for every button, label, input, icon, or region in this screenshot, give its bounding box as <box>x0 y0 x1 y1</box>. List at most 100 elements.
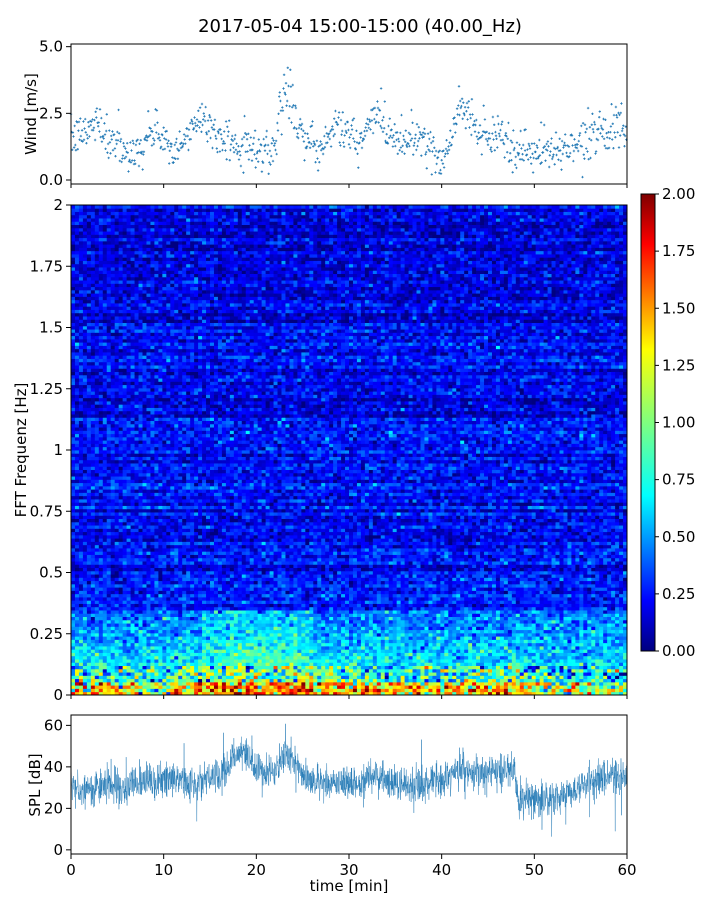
spectrogram-cell <box>269 613 274 617</box>
spectrogram-cell <box>321 668 326 673</box>
spectrogram-cell <box>305 632 310 637</box>
spectrogram-cell <box>599 675 604 680</box>
spectrogram-cell <box>313 649 318 653</box>
spectrogram-cell <box>170 639 175 644</box>
spectrogram-cell <box>495 629 501 634</box>
spectrogram-cell <box>372 678 378 683</box>
spectrogram-cell <box>539 639 544 644</box>
spectrogram-cell <box>519 646 525 650</box>
spectrogram-cell <box>333 587 338 591</box>
spectrogram-cell <box>567 688 572 693</box>
spectrogram-cell <box>213 616 219 621</box>
spectrogram-cell <box>392 685 398 689</box>
spectrogram-cell <box>551 626 556 631</box>
spectrogram-cell <box>587 623 592 627</box>
spectrogram-cell <box>507 649 513 653</box>
spectrogram-cell <box>583 629 588 634</box>
spectrogram-cell <box>404 646 409 650</box>
spectrogram-cell <box>150 688 155 693</box>
spectrogram-cell <box>452 655 457 660</box>
spectrogram-cell <box>297 619 302 624</box>
spectrogram-cell <box>265 649 270 653</box>
spectrogram-cell <box>380 613 386 617</box>
spectrogram-cell <box>114 616 120 621</box>
spectrogram-cell <box>372 685 378 689</box>
spectrogram-cell <box>106 583 112 588</box>
spectrogram-cell <box>154 577 159 582</box>
spectrogram-cell <box>491 606 497 611</box>
spectrogram-cell <box>352 688 358 693</box>
spectrogram-cell <box>333 610 338 614</box>
spectrogram-cell <box>146 662 151 666</box>
spectrogram-cell <box>356 587 362 591</box>
spectrogram-cell <box>106 675 112 680</box>
spectrogram-cell <box>440 590 445 595</box>
spectrogram-cell <box>452 652 457 657</box>
spectrogram-cell <box>571 655 576 660</box>
spectrogram-cell <box>587 691 592 696</box>
spectrogram-cell <box>277 606 282 611</box>
spectrogram-cell <box>519 632 525 637</box>
spectrogram-cell <box>579 685 584 689</box>
spectrogram-cell <box>102 639 108 644</box>
spectrogram-cell <box>611 681 616 686</box>
spectrogram-cell <box>217 646 223 650</box>
spectrogram-cell <box>352 691 358 696</box>
spectrogram-cell <box>241 600 247 604</box>
spectrogram-cell <box>396 636 402 640</box>
spectrogram-cell <box>587 659 592 663</box>
spectrogram-cell <box>480 652 485 657</box>
spectrogram-cell <box>82 629 88 634</box>
spectrogram-cell <box>317 636 322 640</box>
spectrogram-cell <box>94 616 100 621</box>
spectrogram-cell <box>253 691 259 696</box>
spectrogram-cell <box>110 678 116 683</box>
spectrogram-cell <box>519 675 525 680</box>
spectrogram-cell <box>452 629 457 634</box>
spectrogram-cell <box>221 577 227 582</box>
spectrogram-cell <box>82 593 88 598</box>
spectrogram-cell <box>376 691 382 696</box>
spectrogram-cell <box>293 685 298 689</box>
spectrogram-cell <box>468 639 473 644</box>
spectrogram-cell <box>404 659 409 663</box>
spectrogram-cell <box>480 616 485 621</box>
spectrogram-cell <box>337 587 342 591</box>
spectrogram-cell <box>142 636 147 640</box>
spectrogram-cell <box>460 590 465 595</box>
spectrogram-cell <box>563 639 568 644</box>
spectrogram-cell <box>337 616 342 621</box>
spectrogram-cell <box>106 639 112 644</box>
spectrogram-cell <box>349 600 354 604</box>
spectrogram-cell <box>265 613 270 617</box>
spectrogram-cell <box>154 626 159 631</box>
spectrogram-cell <box>503 668 509 673</box>
spectrogram-cell <box>416 587 421 591</box>
spectrogram-cell <box>587 580 592 585</box>
spectrogram-cell <box>297 652 302 657</box>
spectrogram-cell <box>158 659 163 663</box>
spectrogram-cell <box>539 655 544 660</box>
spectrogram-cell <box>146 580 151 585</box>
spectrogram-cell <box>468 587 473 591</box>
spectrogram-cell <box>333 662 338 666</box>
spectrogram-cell <box>360 688 366 693</box>
spectrogram-cell <box>293 668 298 673</box>
spectrogram-cell <box>396 665 402 670</box>
spectrogram-cell <box>503 629 509 634</box>
spectrogram-cell <box>213 659 219 663</box>
spectrogram-cell <box>273 587 278 591</box>
spectrogram-cell <box>210 610 215 614</box>
spectrogram-cell <box>273 649 278 653</box>
spectrogram-cell <box>345 665 350 670</box>
spectrogram-cell <box>74 583 80 588</box>
spectrogram-cell <box>202 626 207 631</box>
spectrogram-cell <box>352 600 358 604</box>
spectrogram-cell <box>277 577 282 582</box>
spectrogram-cell <box>190 649 195 653</box>
spectrogram-cell <box>285 691 290 696</box>
spectrogram-cell <box>229 642 235 647</box>
spectrogram-cell <box>277 655 282 660</box>
spectrogram-cell <box>352 626 358 631</box>
spectrogram-cell <box>273 600 278 604</box>
